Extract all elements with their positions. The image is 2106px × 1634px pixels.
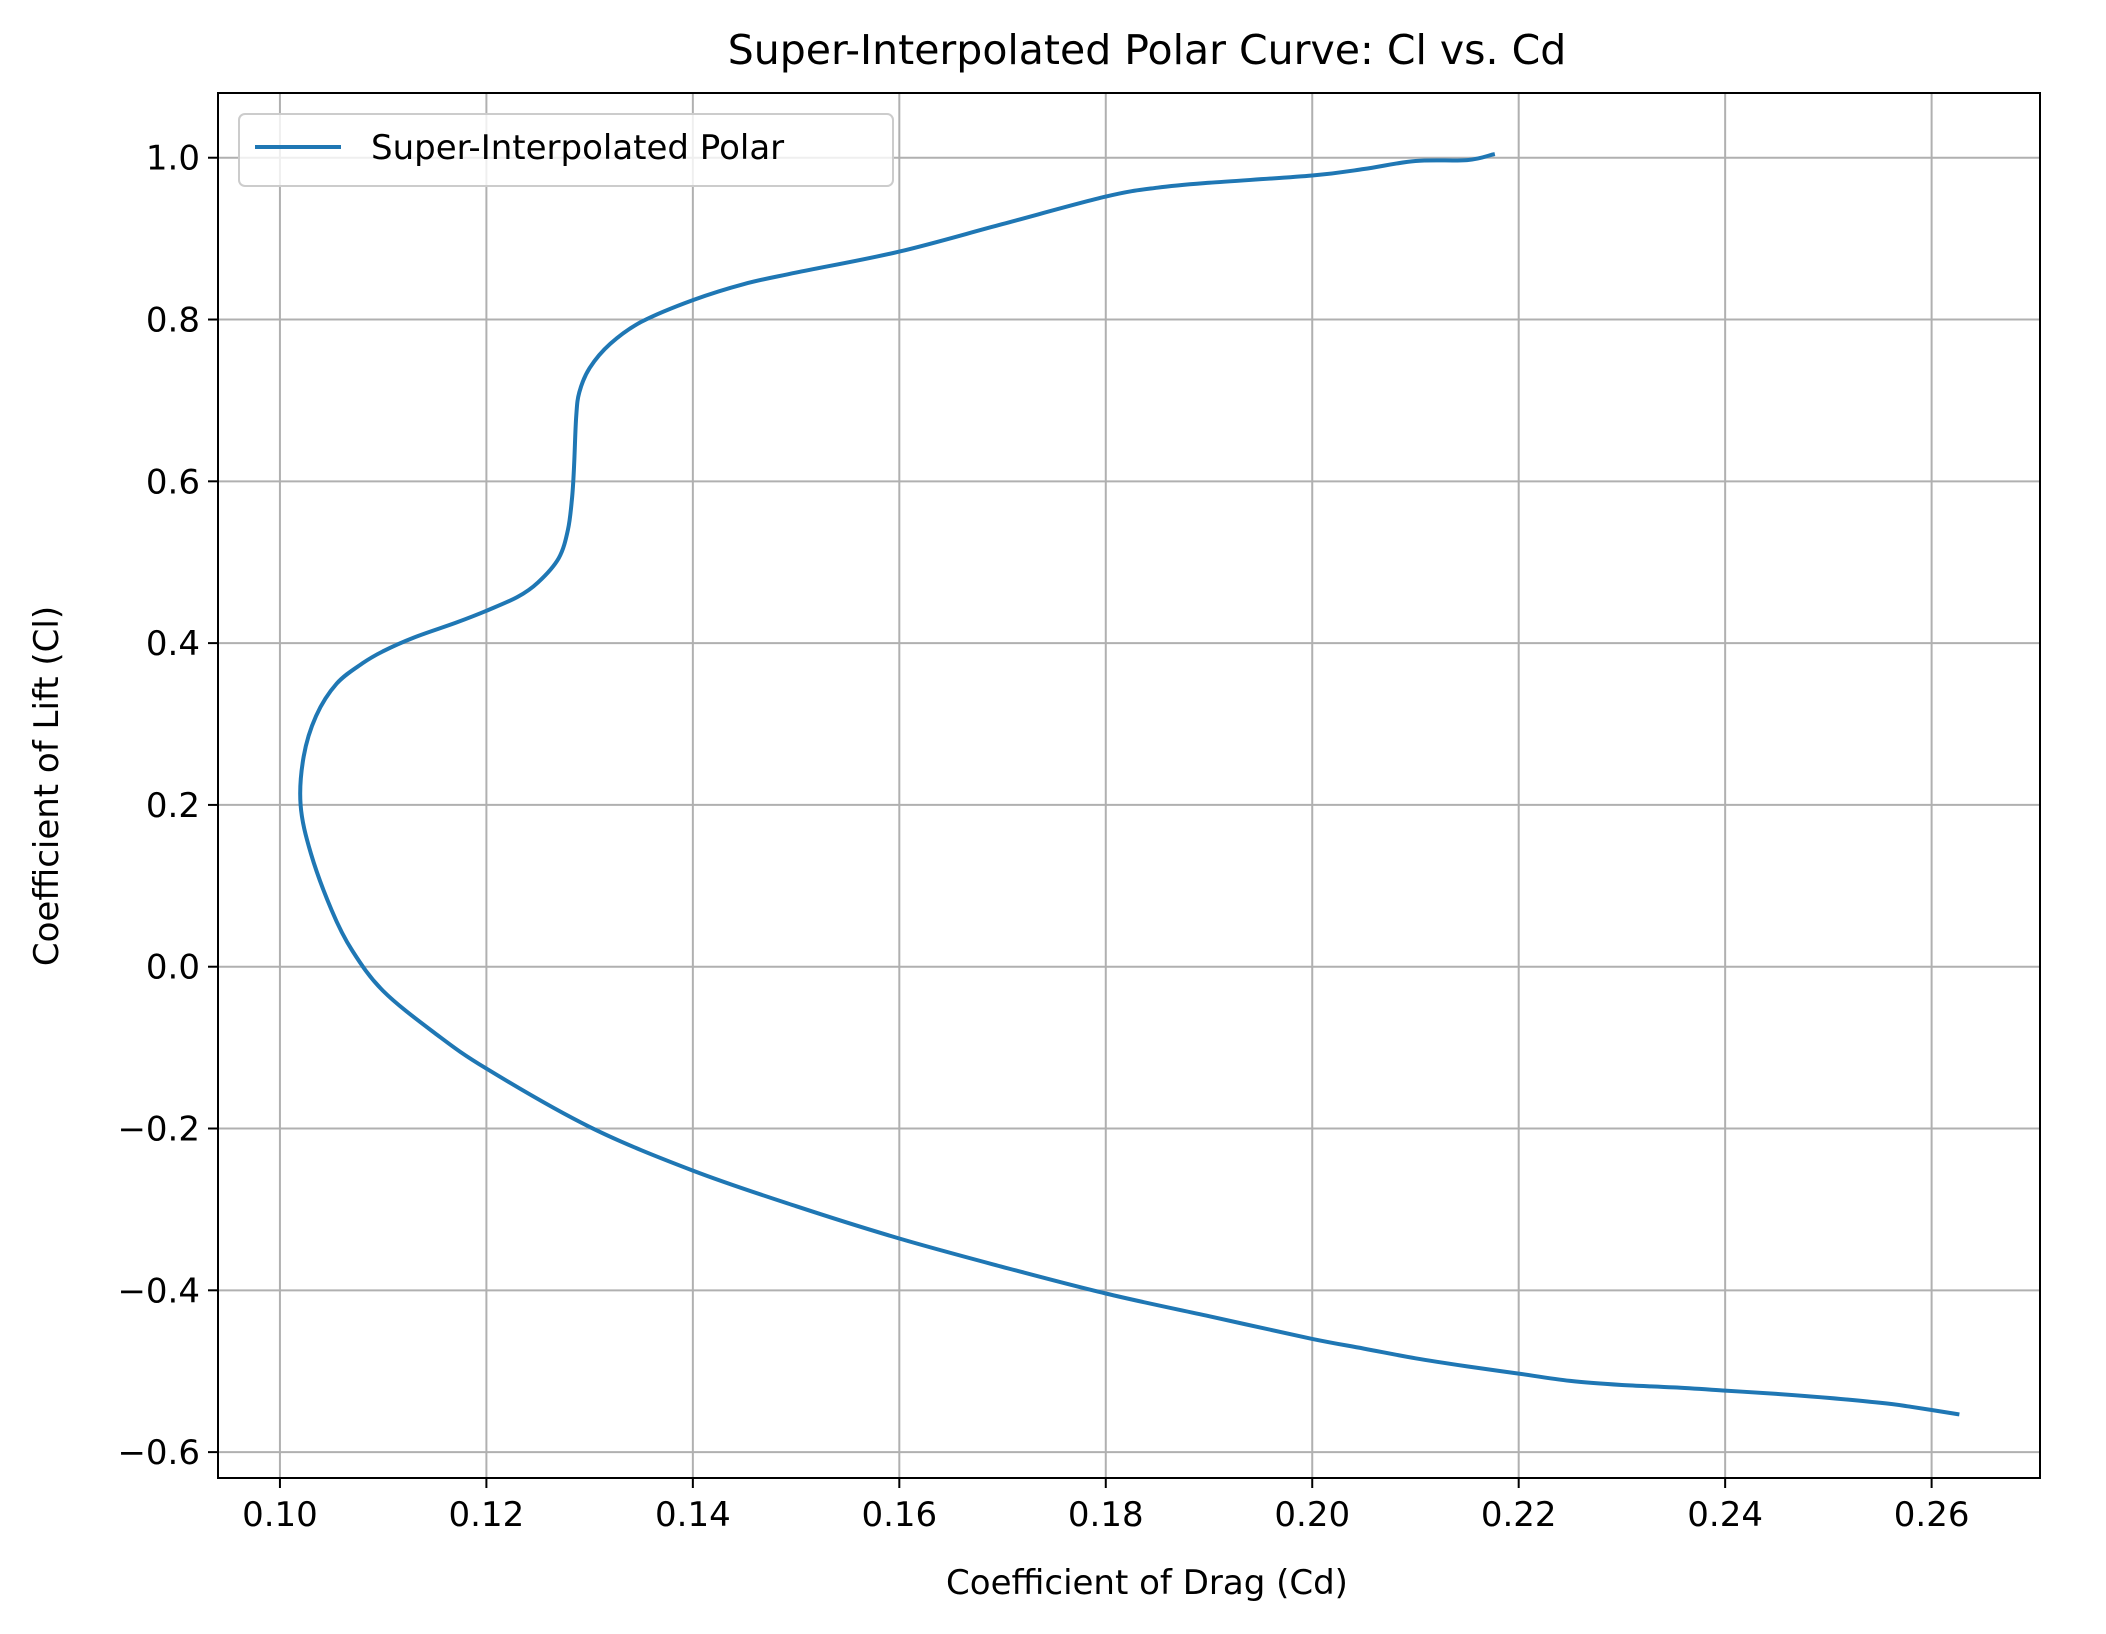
x-tick-label: 0.22	[1481, 1495, 1557, 1535]
x-tick-label: 0.18	[1068, 1495, 1144, 1535]
x-tick-label: 0.24	[1687, 1495, 1763, 1535]
x-tick-label: 0.10	[242, 1495, 318, 1535]
y-tick-label: 0.4	[146, 624, 200, 664]
series-layer	[298, 152, 1960, 1417]
x-axis: 0.10 0.12 0.14 0.16 0.18 0.20 0.22 0.24 0.26	[242, 1478, 1969, 1535]
plot-frame	[217, 92, 2041, 1479]
y-axis: −0.6 −0.4 −0.2 0.0 0.2 0.4 0.6 0.8 1.0	[117, 139, 218, 1473]
legend: Super-Interpolated Polar	[238, 113, 894, 187]
x-axis-title: Coefficient of Drag (Cd)	[946, 1563, 1348, 1603]
y-axis-title: Coefficient of Lift (Cl)	[27, 606, 67, 966]
y-tick-label: −0.2	[117, 1110, 200, 1150]
x-tick-label: 0.16	[861, 1495, 937, 1535]
x-tick-label: 0.20	[1274, 1495, 1350, 1535]
y-tick-label: 0.6	[146, 462, 200, 502]
y-tick-label: 0.0	[146, 948, 200, 988]
y-tick-label: −0.6	[117, 1433, 200, 1473]
chart-title: Super-Interpolated Polar Curve: Cl vs. C…	[728, 26, 1566, 74]
legend-box	[238, 113, 894, 187]
x-tick-label: 0.26	[1894, 1495, 1970, 1535]
grid	[218, 93, 2040, 1478]
y-tick-label: −0.4	[117, 1271, 200, 1311]
x-tick-label: 0.12	[449, 1495, 525, 1535]
legend-label-super-interpolated-polar: Super-Interpolated Polar	[371, 128, 784, 168]
x-tick-label: 0.14	[655, 1495, 731, 1535]
y-tick-label: 1.0	[146, 139, 200, 179]
series-line-super-interpolated-polar	[298, 152, 1960, 1417]
y-tick-label: 0.8	[146, 301, 200, 341]
y-tick-label: 0.2	[146, 786, 200, 826]
